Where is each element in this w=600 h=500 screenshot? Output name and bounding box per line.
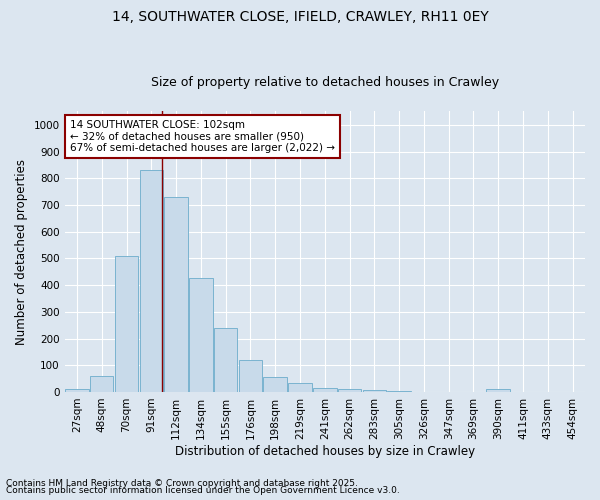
Bar bbox=[362, 390, 386, 392]
Bar bbox=[487, 390, 510, 392]
Bar bbox=[288, 382, 312, 392]
Bar bbox=[65, 390, 89, 392]
Bar bbox=[115, 256, 138, 392]
X-axis label: Distribution of detached houses by size in Crawley: Distribution of detached houses by size … bbox=[175, 444, 475, 458]
Bar bbox=[214, 328, 238, 392]
Text: 14, SOUTHWATER CLOSE, IFIELD, CRAWLEY, RH11 0EY: 14, SOUTHWATER CLOSE, IFIELD, CRAWLEY, R… bbox=[112, 10, 488, 24]
Text: 14 SOUTHWATER CLOSE: 102sqm
← 32% of detached houses are smaller (950)
67% of se: 14 SOUTHWATER CLOSE: 102sqm ← 32% of det… bbox=[70, 120, 335, 153]
Bar bbox=[90, 376, 113, 392]
Bar bbox=[164, 197, 188, 392]
Bar bbox=[239, 360, 262, 392]
Bar bbox=[313, 388, 337, 392]
Bar bbox=[189, 278, 212, 392]
Text: Contains public sector information licensed under the Open Government Licence v3: Contains public sector information licen… bbox=[6, 486, 400, 495]
Bar bbox=[338, 389, 361, 392]
Y-axis label: Number of detached properties: Number of detached properties bbox=[15, 158, 28, 344]
Bar bbox=[140, 170, 163, 392]
Text: Contains HM Land Registry data © Crown copyright and database right 2025.: Contains HM Land Registry data © Crown c… bbox=[6, 478, 358, 488]
Title: Size of property relative to detached houses in Crawley: Size of property relative to detached ho… bbox=[151, 76, 499, 90]
Bar bbox=[263, 376, 287, 392]
Bar bbox=[388, 391, 411, 392]
